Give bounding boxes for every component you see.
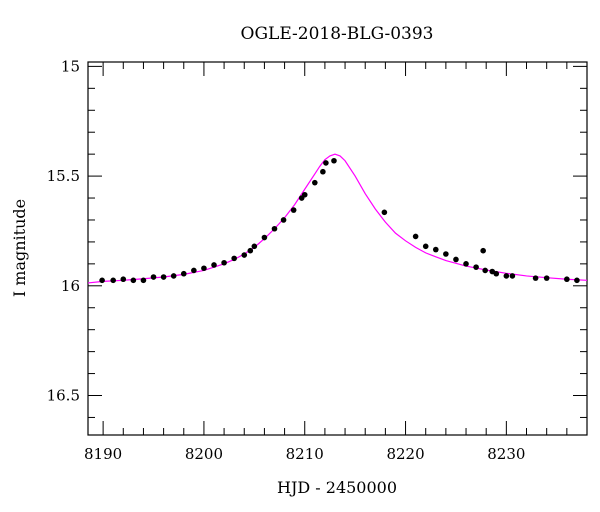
data-point	[480, 247, 486, 254]
data-point	[493, 270, 500, 277]
data-point	[503, 273, 510, 279]
data-point	[221, 259, 227, 266]
data-point	[482, 267, 488, 274]
data-point	[261, 234, 268, 241]
data-point	[564, 276, 570, 283]
x-tick-label: 8210	[286, 445, 324, 463]
data-point	[574, 277, 580, 284]
data-point	[180, 270, 187, 277]
data-point	[211, 262, 217, 268]
x-axis-label: HJD - 2450000	[277, 478, 397, 497]
data-point	[412, 233, 419, 240]
data-point	[231, 255, 237, 262]
y-tick-label: 15.5	[47, 167, 80, 185]
x-tick-label: 8220	[386, 445, 424, 463]
data-point	[473, 264, 479, 270]
x-tick-label: 8230	[487, 445, 525, 463]
data-point	[110, 277, 116, 284]
data-point	[140, 277, 147, 284]
data-point	[443, 251, 449, 257]
data-point	[532, 275, 539, 281]
data-point	[290, 207, 297, 213]
data-point	[312, 179, 318, 186]
data-point	[543, 275, 550, 281]
plot-frame	[87, 61, 588, 436]
data-point	[120, 276, 127, 283]
data-point	[247, 247, 254, 254]
data-point	[280, 217, 287, 223]
plot-area	[87, 61, 588, 436]
data-point	[170, 273, 177, 279]
data-point	[331, 157, 337, 164]
x-tick-label: 8190	[84, 445, 122, 463]
data-point	[130, 277, 137, 284]
data-point	[271, 225, 278, 232]
data-point	[160, 274, 167, 280]
data-point	[422, 243, 429, 250]
data-point	[241, 252, 248, 258]
chart-title: OGLE-2018-BLG-0393	[241, 24, 434, 44]
x-axis-ticks: 8190 8200 8210 8220 8230	[84, 62, 588, 463]
data-point	[201, 265, 207, 272]
data-point	[251, 243, 258, 250]
y-tick-label: 16	[61, 277, 80, 295]
x-tick-label: 8200	[185, 445, 223, 463]
y-axis-ticks: 15 15.5 16 16.5	[47, 57, 587, 418]
data-point	[453, 256, 459, 263]
data-point	[320, 168, 326, 175]
y-tick-label: 16.5	[47, 387, 80, 405]
data-point	[381, 209, 388, 216]
data-point	[463, 261, 469, 267]
data-point	[191, 267, 197, 274]
data-point	[150, 274, 157, 280]
data-point	[323, 160, 329, 166]
y-axis-label: I magnitude	[10, 199, 29, 297]
model-curve	[87, 153, 588, 284]
y-tick-label: 15	[61, 57, 80, 75]
data-point	[99, 277, 105, 284]
data-point	[432, 246, 439, 253]
data-point	[301, 191, 308, 198]
data-point	[509, 273, 516, 279]
